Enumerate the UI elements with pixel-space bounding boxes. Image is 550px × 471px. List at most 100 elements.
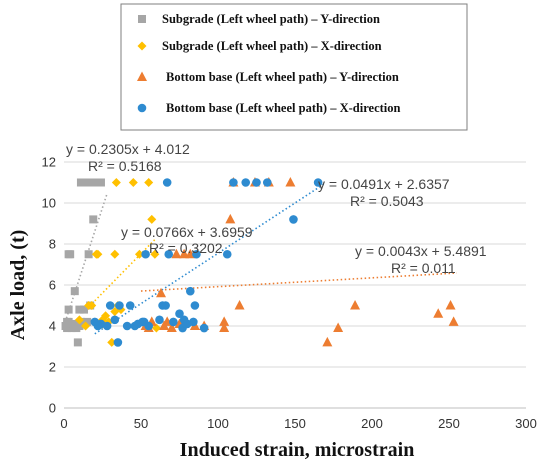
x-tick-label: 150	[284, 416, 306, 431]
trendline-equation: y = 0.2305x + 4.012	[66, 141, 190, 157]
legend: Subgrade (Left wheel path) – Y-direction…	[120, 3, 468, 131]
data-point	[162, 178, 172, 187]
legend-box	[120, 3, 468, 131]
data-point	[448, 316, 459, 326]
data-point	[122, 321, 132, 331]
data-points	[61, 177, 459, 347]
data-point	[134, 249, 144, 259]
data-point	[192, 249, 201, 259]
trendline	[140, 272, 457, 292]
series-circle-points	[90, 178, 323, 347]
data-point	[241, 178, 251, 187]
trendline-equation: y = 0.0043x + 5.4891	[355, 243, 487, 259]
data-point	[141, 249, 150, 259]
data-point	[144, 321, 153, 331]
data-point	[190, 301, 200, 310]
data-point	[102, 321, 112, 331]
data-point	[285, 177, 296, 187]
data-point	[83, 317, 92, 326]
data-point	[64, 305, 73, 314]
data-point	[93, 249, 103, 259]
data-point	[111, 178, 121, 187]
data-point	[161, 301, 170, 310]
data-point	[199, 323, 209, 333]
data-point	[67, 324, 76, 333]
data-point	[313, 178, 323, 187]
data-point	[110, 315, 120, 325]
trendline-r-squared: R² = 0.011	[391, 260, 456, 276]
data-point	[128, 178, 138, 187]
data-point	[229, 178, 238, 187]
data-point	[147, 214, 157, 224]
data-point	[80, 305, 89, 314]
trendline-equation: y = 0.0766x + 3.6959	[121, 224, 253, 240]
legend-entry-label: Bottom base (Left wheel path) – Y-direct…	[166, 70, 399, 84]
y-tick-label: 6	[49, 278, 56, 293]
axes: 0 2 4 6 8 10 12 0 50 100 150 200 250 300	[42, 155, 537, 432]
data-point	[169, 317, 178, 327]
data-point	[93, 321, 103, 331]
data-point	[219, 322, 230, 333]
data-point	[81, 321, 91, 331]
y-tick-label: 12	[42, 155, 56, 170]
data-point	[107, 337, 117, 347]
x-tick-label: 50	[134, 416, 148, 431]
data-point	[350, 300, 361, 310]
data-point	[155, 315, 164, 325]
trendline-r-squared: R² = 0.3202	[149, 240, 223, 256]
x-tick-label: 100	[207, 416, 229, 431]
trendline	[94, 182, 327, 335]
legend-entry-label: Bottom base (Left wheel path) – X-direct…	[166, 101, 401, 115]
data-point	[96, 178, 105, 187]
series-diamond-points	[74, 178, 161, 347]
data-point	[74, 315, 84, 325]
y-tick-label: 2	[49, 360, 56, 375]
data-point	[87, 301, 97, 310]
x-axis-title: Induced strain, microstrain	[180, 439, 415, 461]
data-point	[433, 308, 444, 318]
y-tick-label: 8	[49, 237, 56, 252]
data-point	[125, 301, 135, 310]
legend-marker-circle	[137, 103, 147, 113]
legend-entry-label: Subgrade (Left wheel path) – Y-direction	[162, 12, 380, 26]
data-point	[185, 286, 195, 296]
data-point	[222, 249, 232, 259]
data-point	[289, 215, 298, 224]
y-tick-label: 0	[49, 401, 56, 416]
data-point	[182, 319, 192, 329]
data-point	[105, 301, 115, 310]
data-point	[164, 249, 174, 259]
y-tick-label: 10	[42, 196, 56, 211]
data-point	[84, 250, 93, 259]
data-point	[234, 300, 245, 310]
legend-marker-diamond	[137, 41, 147, 51]
data-point	[113, 338, 123, 347]
data-point	[445, 300, 456, 310]
data-point	[115, 301, 124, 310]
legend-marker-square	[138, 15, 146, 23]
series-square-points	[61, 178, 105, 347]
gridlines	[64, 161, 526, 409]
data-point	[144, 178, 154, 187]
data-point	[175, 309, 184, 319]
data-point	[89, 215, 98, 224]
data-point	[75, 322, 84, 330]
data-point	[252, 178, 261, 187]
data-point	[262, 178, 272, 187]
data-point	[225, 213, 236, 224]
data-point	[66, 250, 75, 259]
data-point	[92, 178, 101, 187]
trendline-r-squared: R² = 0.5043	[350, 193, 424, 209]
x-tick-label: 300	[515, 416, 537, 431]
y-axis-title: Axle load, (t)	[7, 230, 29, 341]
x-tick-label: 250	[438, 416, 460, 431]
y-tick-label: 4	[49, 319, 56, 334]
trendline	[94, 237, 157, 302]
x-tick-label: 0	[60, 416, 67, 431]
data-point	[171, 248, 182, 259]
data-point	[219, 316, 230, 326]
data-point	[64, 317, 73, 326]
data-point	[333, 322, 344, 333]
